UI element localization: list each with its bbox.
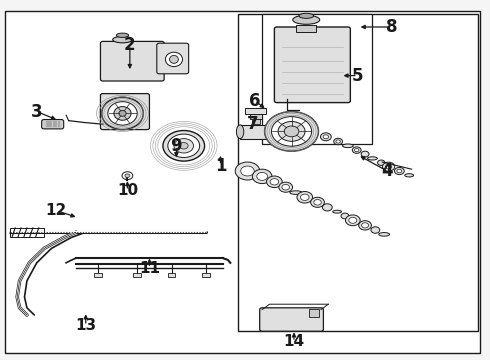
Ellipse shape — [270, 179, 279, 185]
Ellipse shape — [125, 174, 130, 177]
Text: 6: 6 — [249, 92, 261, 110]
Ellipse shape — [117, 33, 128, 37]
Ellipse shape — [113, 36, 132, 43]
Ellipse shape — [279, 182, 293, 192]
Text: 9: 9 — [171, 137, 182, 155]
Ellipse shape — [299, 13, 314, 18]
Ellipse shape — [368, 157, 377, 160]
Text: 8: 8 — [386, 18, 398, 36]
Text: 5: 5 — [352, 67, 364, 85]
Ellipse shape — [102, 97, 144, 130]
Ellipse shape — [349, 217, 357, 223]
Ellipse shape — [394, 167, 404, 175]
Ellipse shape — [257, 172, 268, 180]
FancyBboxPatch shape — [274, 27, 350, 103]
Ellipse shape — [265, 112, 318, 151]
Ellipse shape — [290, 191, 302, 194]
Ellipse shape — [284, 126, 299, 137]
Ellipse shape — [345, 215, 360, 226]
Ellipse shape — [314, 199, 321, 205]
Ellipse shape — [359, 221, 371, 230]
Ellipse shape — [278, 125, 285, 139]
Bar — [168, 273, 175, 277]
Ellipse shape — [174, 139, 194, 153]
Text: 4: 4 — [381, 162, 393, 180]
Ellipse shape — [114, 107, 131, 120]
Bar — [296, 25, 316, 32]
Ellipse shape — [322, 204, 332, 211]
Text: 11: 11 — [139, 261, 160, 276]
Bar — [245, 108, 266, 114]
Ellipse shape — [122, 172, 133, 180]
Ellipse shape — [352, 147, 361, 153]
Ellipse shape — [361, 151, 369, 157]
Ellipse shape — [300, 194, 309, 201]
Text: 2: 2 — [124, 36, 136, 54]
FancyBboxPatch shape — [100, 94, 149, 130]
Text: 13: 13 — [75, 318, 97, 333]
FancyBboxPatch shape — [157, 43, 189, 74]
Text: 12: 12 — [46, 203, 67, 218]
Ellipse shape — [320, 133, 331, 141]
Ellipse shape — [405, 174, 414, 177]
Ellipse shape — [323, 135, 329, 139]
Ellipse shape — [119, 111, 126, 116]
Ellipse shape — [297, 192, 313, 203]
Bar — [94, 273, 102, 277]
Ellipse shape — [293, 15, 320, 24]
Ellipse shape — [170, 55, 178, 63]
Ellipse shape — [252, 169, 272, 184]
Bar — [202, 273, 210, 277]
Ellipse shape — [397, 169, 402, 173]
Ellipse shape — [362, 223, 368, 228]
Ellipse shape — [278, 122, 305, 141]
Ellipse shape — [163, 130, 205, 161]
Ellipse shape — [235, 162, 260, 180]
Ellipse shape — [311, 197, 324, 207]
Ellipse shape — [379, 233, 390, 236]
Ellipse shape — [166, 52, 182, 67]
Ellipse shape — [168, 134, 200, 158]
Bar — [240, 125, 282, 139]
Text: 1: 1 — [215, 157, 226, 175]
Bar — [262, 14, 372, 144]
Bar — [250, 110, 262, 119]
Text: 10: 10 — [117, 183, 138, 198]
FancyBboxPatch shape — [260, 308, 323, 331]
Ellipse shape — [386, 165, 392, 169]
Ellipse shape — [378, 160, 385, 166]
Ellipse shape — [236, 125, 244, 139]
Ellipse shape — [179, 143, 188, 149]
Ellipse shape — [267, 176, 282, 188]
Ellipse shape — [343, 144, 353, 148]
Bar — [133, 273, 141, 277]
Bar — [10, 228, 44, 237]
FancyBboxPatch shape — [100, 41, 164, 81]
Ellipse shape — [334, 138, 343, 145]
Ellipse shape — [108, 102, 137, 125]
Ellipse shape — [271, 117, 312, 146]
Bar — [238, 14, 478, 331]
Text: 7: 7 — [246, 115, 258, 133]
Text: 3: 3 — [31, 103, 43, 121]
Text: 14: 14 — [283, 334, 305, 350]
Ellipse shape — [382, 162, 395, 171]
FancyBboxPatch shape — [42, 120, 64, 129]
Bar — [252, 119, 260, 124]
Ellipse shape — [282, 184, 290, 190]
Bar — [309, 309, 319, 317]
Ellipse shape — [355, 149, 359, 152]
Ellipse shape — [371, 227, 380, 233]
Ellipse shape — [336, 140, 340, 143]
Ellipse shape — [333, 210, 342, 213]
Ellipse shape — [241, 166, 254, 176]
Ellipse shape — [341, 213, 349, 219]
